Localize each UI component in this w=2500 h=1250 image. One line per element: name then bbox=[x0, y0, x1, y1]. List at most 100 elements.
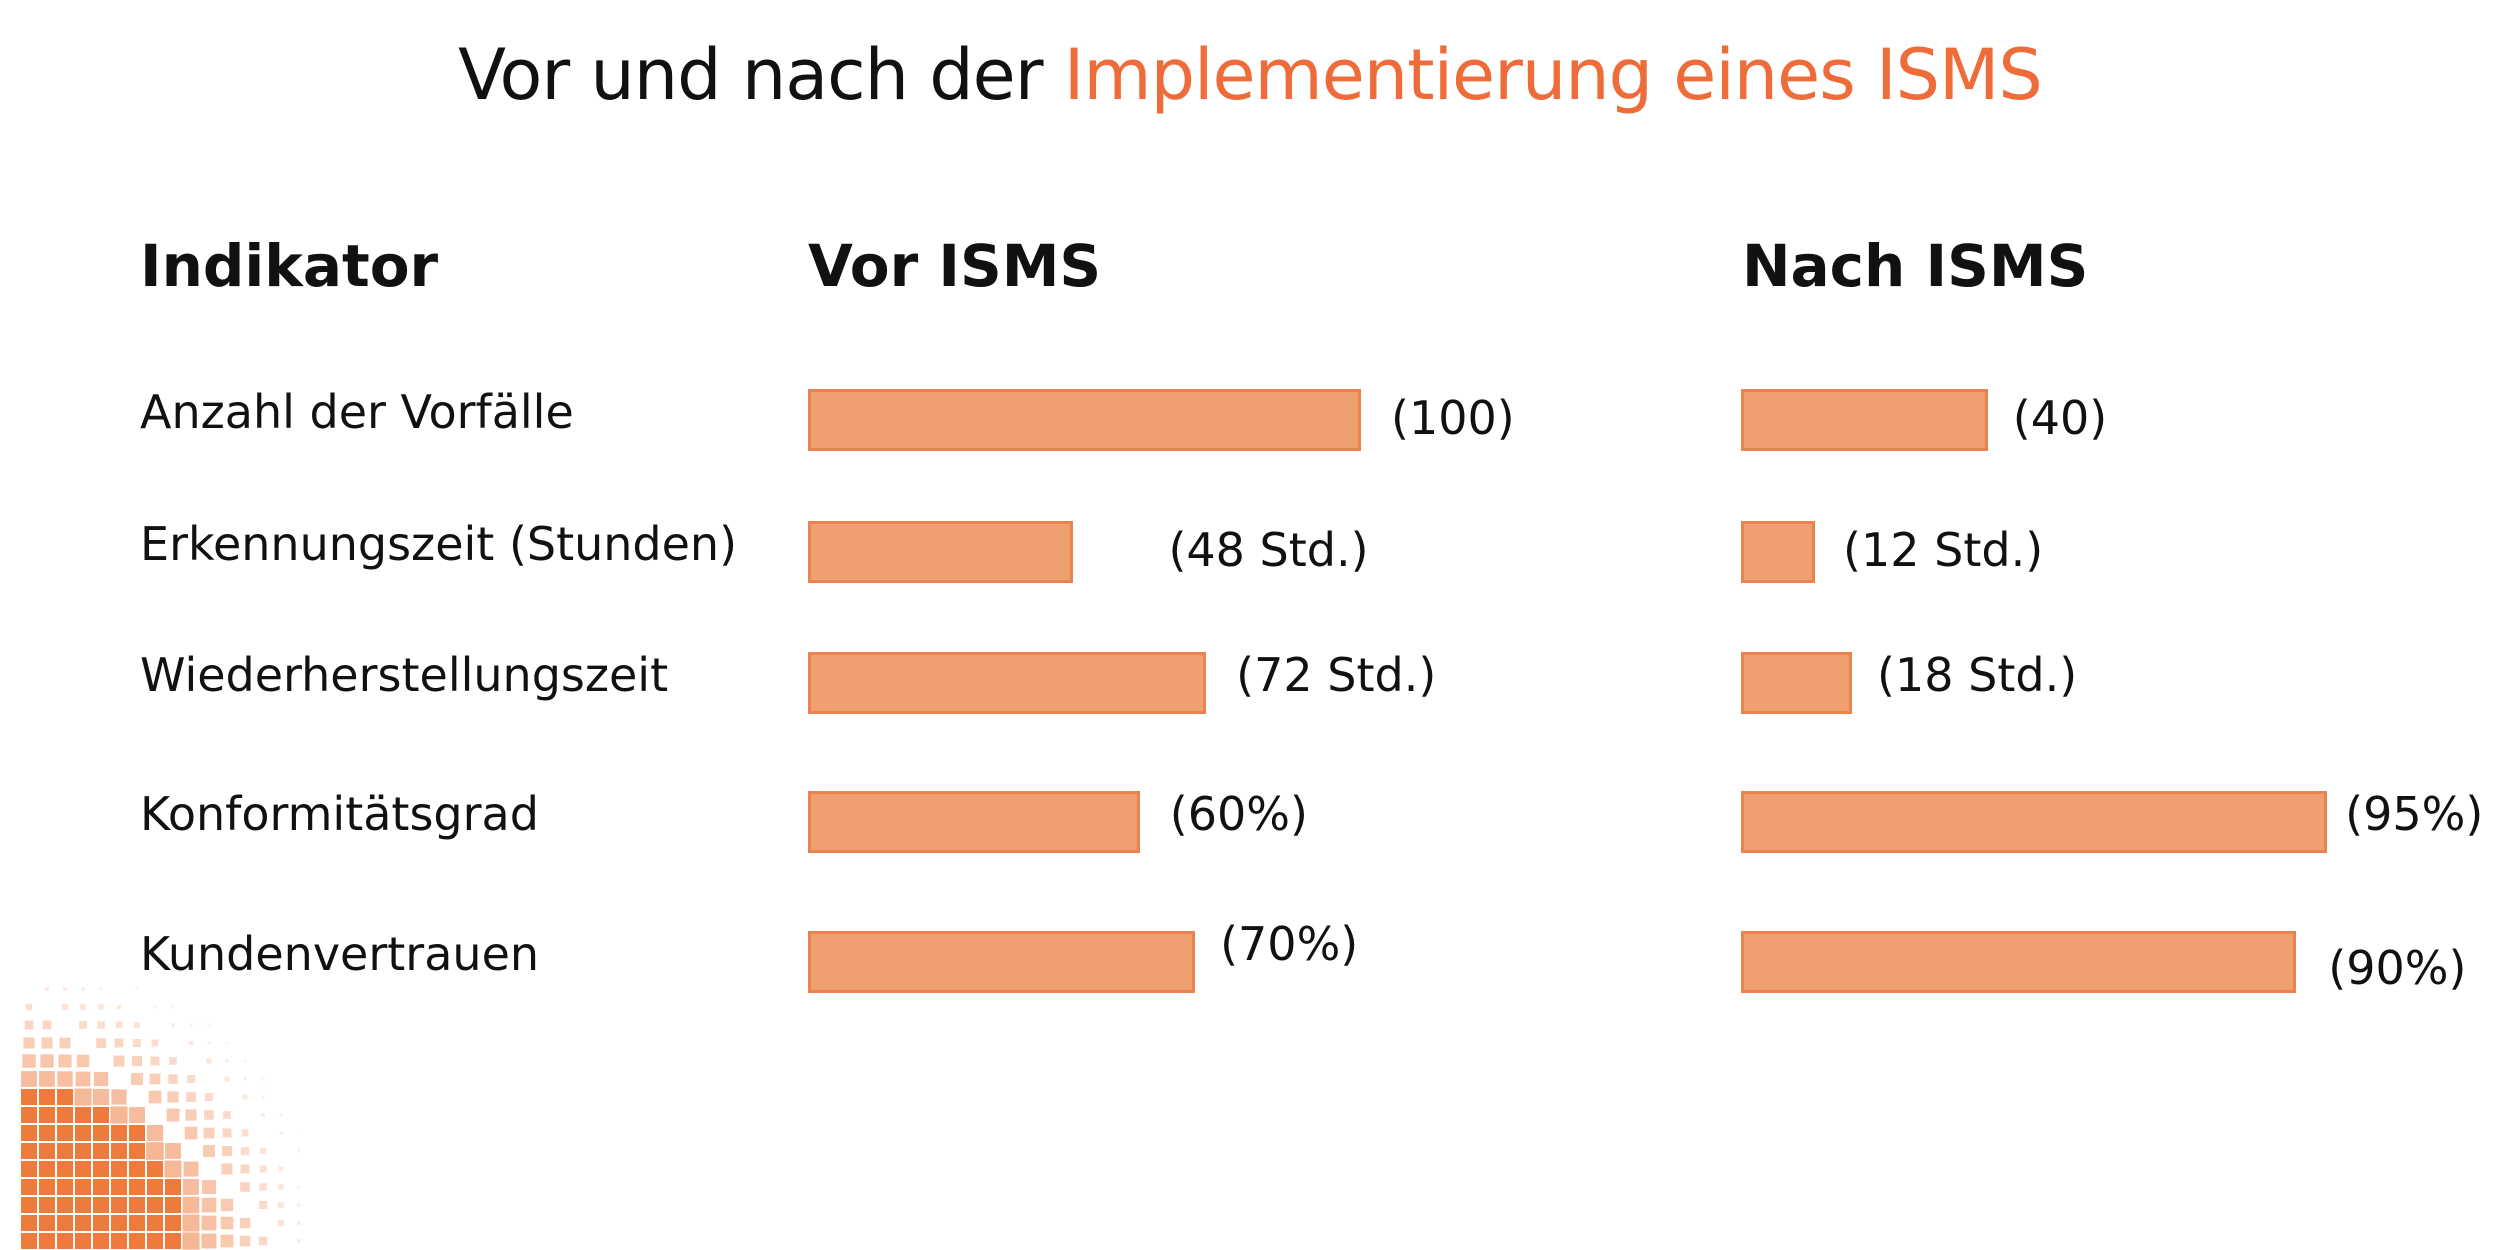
pixel-square bbox=[259, 1183, 267, 1191]
pixel-square bbox=[39, 1143, 55, 1159]
pixel-square bbox=[94, 1072, 109, 1087]
pixel-square bbox=[165, 1179, 181, 1195]
pixel-square bbox=[279, 1113, 283, 1117]
pixel-square bbox=[75, 1143, 91, 1159]
pixel-square bbox=[75, 1071, 91, 1087]
pixel-square bbox=[21, 1233, 37, 1249]
pixel-square bbox=[24, 1020, 34, 1030]
pixel-square bbox=[111, 1161, 127, 1177]
bar-before bbox=[808, 652, 1207, 714]
pixel-square bbox=[63, 987, 67, 991]
pixel-square bbox=[201, 1197, 217, 1213]
page-title: Vor und nach der Implementierung eines I… bbox=[0, 34, 2500, 116]
pixel-square bbox=[75, 1233, 91, 1249]
pixel-square bbox=[297, 1221, 300, 1225]
pixel-square bbox=[297, 1149, 300, 1153]
pixel-square bbox=[204, 1110, 214, 1120]
title-prefix: Vor und nach der bbox=[458, 34, 1064, 116]
bar-after bbox=[1741, 791, 2328, 853]
pixel-square bbox=[185, 1109, 197, 1121]
pixel-square bbox=[93, 1233, 109, 1249]
pixel-square bbox=[240, 1182, 250, 1192]
pixel-square bbox=[297, 1185, 300, 1189]
pixel-square bbox=[75, 1107, 91, 1123]
pixel-square bbox=[39, 1089, 55, 1105]
pixel-square bbox=[165, 1197, 181, 1213]
pixel-square bbox=[93, 1143, 109, 1159]
pixel-square bbox=[278, 1220, 285, 1227]
pixel-square bbox=[57, 1107, 73, 1123]
pixel-square bbox=[239, 1217, 251, 1229]
pixel-square bbox=[39, 1071, 55, 1087]
pixel-square bbox=[57, 1197, 73, 1213]
pixel-square bbox=[297, 1131, 300, 1135]
value-label-after: (90%) bbox=[2328, 941, 2467, 995]
indicator-label: Erkennungszeit (Stunden) bbox=[140, 517, 738, 571]
pixel-square bbox=[147, 1197, 163, 1213]
pixel-square bbox=[93, 1197, 109, 1213]
pixel-square bbox=[221, 1163, 233, 1175]
pixel-square bbox=[93, 1107, 109, 1123]
bar-after bbox=[1741, 652, 1853, 714]
pixel-square bbox=[80, 1004, 86, 1010]
pixel-square bbox=[278, 1166, 284, 1172]
pixel-square bbox=[187, 1075, 195, 1083]
pixel-square bbox=[21, 1089, 37, 1105]
pixel-square bbox=[206, 1058, 212, 1064]
pixel-square bbox=[146, 1142, 164, 1160]
pixel-square bbox=[182, 1232, 200, 1250]
pixel-square bbox=[278, 1184, 284, 1190]
pixel-square bbox=[225, 1059, 229, 1063]
pixel-square bbox=[39, 1179, 55, 1195]
pixel-square bbox=[22, 1054, 36, 1068]
pixel-square bbox=[169, 1057, 177, 1065]
pixel-square bbox=[75, 1179, 91, 1195]
pixel-decoration bbox=[21, 987, 300, 1250]
pixel-square bbox=[243, 1077, 247, 1081]
pixel-square bbox=[223, 1111, 231, 1119]
title-highlight: Implementierung eines ISMS bbox=[1063, 34, 2043, 116]
pixel-square bbox=[183, 1161, 199, 1177]
pixel-square bbox=[134, 1022, 140, 1028]
pixel-square bbox=[147, 1161, 163, 1177]
pixel-square bbox=[21, 1125, 37, 1141]
pixel-square bbox=[201, 1215, 217, 1231]
bar-before bbox=[808, 389, 1361, 451]
before-header: Vor ISMS bbox=[808, 232, 1102, 300]
pixel-square bbox=[75, 1197, 91, 1213]
pixel-square bbox=[297, 1203, 300, 1207]
pixel-square bbox=[220, 1198, 234, 1212]
pixel-square bbox=[165, 1143, 181, 1159]
pixel-square bbox=[148, 1090, 162, 1104]
pixel-square bbox=[171, 1023, 175, 1027]
pixel-square bbox=[111, 1179, 127, 1195]
pixel-square bbox=[167, 1091, 179, 1103]
pixel-square bbox=[220, 1234, 234, 1248]
pixel-square bbox=[222, 1128, 232, 1138]
pixel-square bbox=[23, 1037, 35, 1049]
pixel-square bbox=[39, 1215, 55, 1231]
value-label-before: (72 Std.) bbox=[1236, 648, 1437, 702]
pixel-square bbox=[74, 1088, 92, 1106]
pixel-square bbox=[165, 1233, 181, 1249]
value-label-before: (70%) bbox=[1220, 917, 1359, 971]
pixel-square bbox=[240, 1164, 250, 1174]
pixel-square bbox=[242, 1094, 248, 1100]
pixel-square bbox=[111, 1143, 127, 1159]
pixel-square bbox=[202, 1180, 216, 1194]
pixel-square bbox=[93, 1161, 109, 1177]
pixel-square bbox=[57, 1233, 73, 1249]
pixel-square bbox=[57, 1089, 73, 1105]
pixel-square bbox=[59, 1037, 71, 1049]
pixel-square bbox=[220, 1216, 234, 1230]
pixel-square bbox=[132, 1056, 142, 1066]
pixel-square bbox=[75, 1161, 91, 1177]
pixel-square bbox=[21, 1107, 37, 1123]
value-label-before: (60%) bbox=[1169, 787, 1308, 841]
pixel-square bbox=[79, 1021, 87, 1029]
pixel-square bbox=[183, 1179, 199, 1195]
pixel-square bbox=[61, 1003, 68, 1010]
pixel-square bbox=[96, 1038, 106, 1048]
pixel-square bbox=[222, 1146, 233, 1157]
indicator-header: Indikator bbox=[140, 232, 439, 300]
